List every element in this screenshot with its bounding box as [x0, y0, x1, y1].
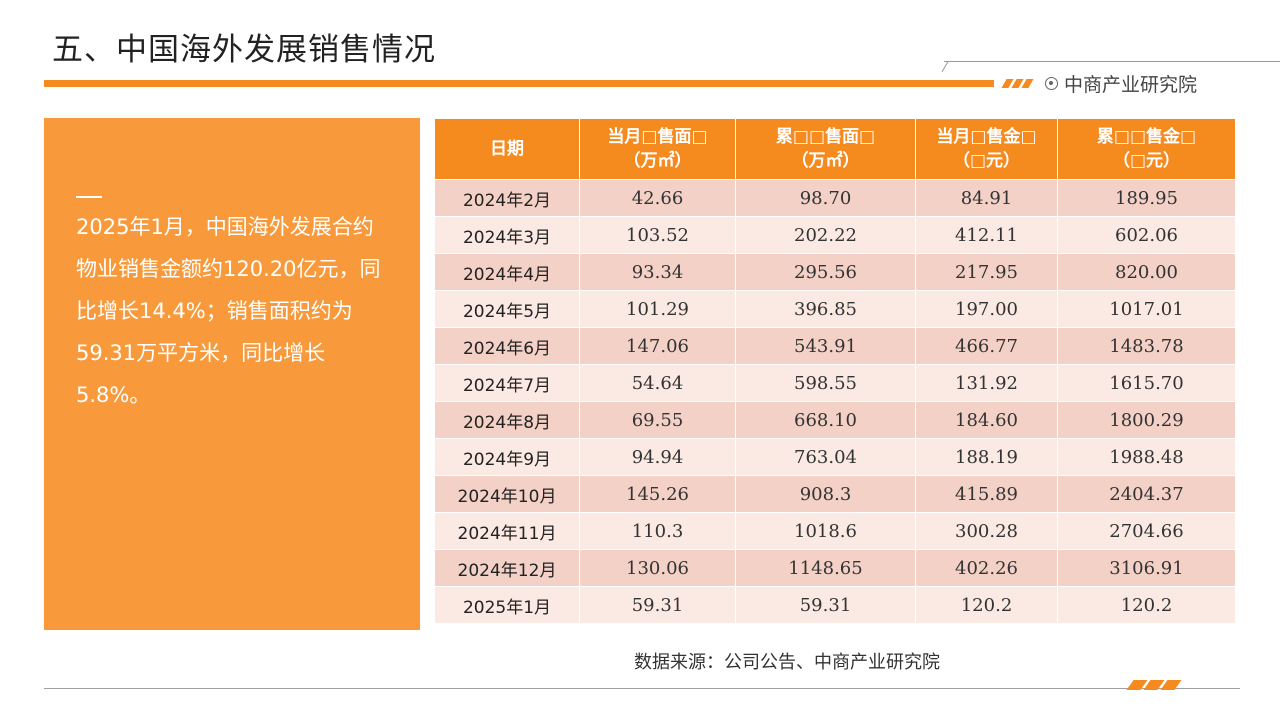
cell-monthly-area: 103.52 [579, 216, 736, 254]
cell-cumulative-area: 1018.6 [735, 512, 916, 550]
table-row: 2024年6月 147.06 543.91 466.77 1483.78 [434, 327, 1236, 365]
brand-block: 中商产业研究院 [1001, 70, 1198, 97]
cell-monthly-area: 147.06 [579, 327, 736, 365]
cell-cumulative-area: 98.70 [735, 179, 916, 217]
cell-cumulative-amount: 3106.91 [1057, 549, 1236, 587]
table-row: 2024年9月 94.94 763.04 188.19 1988.48 [434, 438, 1236, 476]
brand-name: 中商产业研究院 [1064, 74, 1198, 96]
cell-cumulative-amount: 189.95 [1057, 179, 1236, 217]
table-header-row: 日期 当月□售面□ （万㎡） 累□□售面□ （万㎡） 当月□售金□ （□元） 累□□售… [434, 118, 1236, 180]
summary-text: 2025年1月，中国海外发展合约物业销售金额约120.20亿元，同比增长14.4… [76, 215, 381, 407]
header-divider-line [944, 61, 1280, 62]
cell-cumulative-amount: 2404.37 [1057, 475, 1236, 513]
header-date: 日期 [434, 118, 580, 180]
summary-dash [76, 196, 102, 198]
cell-cumulative-area: 668.10 [735, 401, 916, 439]
cell-date: 2025年1月 [434, 586, 580, 624]
table-row: 2024年11月 110.3 1018.6 300.28 2704.66 [434, 512, 1236, 550]
sales-table-container: 日期 当月□售面□ （万㎡） 累□□售面□ （万㎡） 当月□售金□ （□元） 累□□售… [434, 118, 1236, 624]
sales-table: 日期 当月□售面□ （万㎡） 累□□售面□ （万㎡） 当月□售金□ （□元） 累□□售… [434, 118, 1236, 624]
cell-date: 2024年3月 [434, 216, 580, 254]
cell-monthly-amount: 184.60 [915, 401, 1058, 439]
cell-monthly-area: 54.64 [579, 364, 736, 402]
table-row: 2024年3月 103.52 202.22 412.11 602.06 [434, 216, 1236, 254]
cell-monthly-amount: 300.28 [915, 512, 1058, 550]
header-divider-slant [941, 61, 949, 73]
cell-monthly-amount: 402.26 [915, 549, 1058, 587]
footer-slash-decoration [1126, 680, 1182, 690]
cell-monthly-area: 145.26 [579, 475, 736, 513]
cell-date: 2024年9月 [434, 438, 580, 476]
cell-monthly-amount: 217.95 [915, 253, 1058, 291]
table-row: 2024年2月 42.66 98.70 84.91 189.95 [434, 179, 1236, 217]
cell-date: 2024年11月 [434, 512, 580, 550]
header-cumulative-amount: 累□□售金□ （□元） [1057, 118, 1236, 180]
cell-monthly-area: 93.34 [579, 253, 736, 291]
header-monthly-amount: 当月□售金□ （□元） [915, 118, 1058, 180]
cell-cumulative-area: 543.91 [735, 327, 916, 365]
cell-date: 2024年10月 [434, 475, 580, 513]
table-row: 2024年5月 101.29 396.85 197.00 1017.01 [434, 290, 1236, 328]
table-row: 2024年10月 145.26 908.3 415.89 2404.37 [434, 475, 1236, 513]
cell-monthly-amount: 120.2 [915, 586, 1058, 624]
header-cumulative-area: 累□□售面□ （万㎡） [735, 118, 916, 180]
cell-cumulative-area: 598.55 [735, 364, 916, 402]
cell-monthly-area: 130.06 [579, 549, 736, 587]
cell-monthly-area: 94.94 [579, 438, 736, 476]
cell-date: 2024年6月 [434, 327, 580, 365]
cell-date: 2024年8月 [434, 401, 580, 439]
cell-monthly-amount: 415.89 [915, 475, 1058, 513]
cell-monthly-area: 69.55 [579, 401, 736, 439]
cell-monthly-area: 101.29 [579, 290, 736, 328]
header-monthly-area: 当月□售面□ （万㎡） [579, 118, 736, 180]
cell-cumulative-amount: 1800.29 [1057, 401, 1236, 439]
table-row: 2024年4月 93.34 295.56 217.95 820.00 [434, 253, 1236, 291]
cell-cumulative-amount: 1988.48 [1057, 438, 1236, 476]
table-row: 2024年12月 130.06 1148.65 402.26 3106.91 [434, 549, 1236, 587]
table-row: 2024年7月 54.64 598.55 131.92 1615.70 [434, 364, 1236, 402]
cell-monthly-amount: 466.77 [915, 327, 1058, 365]
cell-cumulative-amount: 1483.78 [1057, 327, 1236, 365]
table-row: 2025年1月 59.31 59.31 120.2 120.2 [434, 586, 1236, 624]
cell-date: 2024年4月 [434, 253, 580, 291]
cell-cumulative-area: 202.22 [735, 216, 916, 254]
title-underline-bar [44, 80, 994, 87]
cell-cumulative-area: 763.04 [735, 438, 916, 476]
cell-monthly-area: 110.3 [579, 512, 736, 550]
cell-cumulative-amount: 1017.01 [1057, 290, 1236, 328]
cell-cumulative-amount: 602.06 [1057, 216, 1236, 254]
data-source-note: 数据来源：公司公告、中商产业研究院 [634, 652, 940, 673]
cell-date: 2024年5月 [434, 290, 580, 328]
cell-date: 2024年12月 [434, 549, 580, 587]
cell-monthly-amount: 84.91 [915, 179, 1058, 217]
cell-cumulative-area: 908.3 [735, 475, 916, 513]
cell-date: 2024年7月 [434, 364, 580, 402]
cell-monthly-amount: 131.92 [915, 364, 1058, 402]
cell-monthly-area: 59.31 [579, 586, 736, 624]
cell-cumulative-amount: 2704.66 [1057, 512, 1236, 550]
page-title: 五、中国海外发展销售情况 [52, 32, 436, 68]
cell-cumulative-amount: 120.2 [1057, 586, 1236, 624]
circle-logo-icon [1045, 77, 1058, 90]
cell-monthly-area: 42.66 [579, 179, 736, 217]
cell-cumulative-area: 396.85 [735, 290, 916, 328]
slash-decoration [1001, 79, 1034, 88]
cell-monthly-amount: 197.00 [915, 290, 1058, 328]
cell-cumulative-area: 295.56 [735, 253, 916, 291]
cell-monthly-amount: 188.19 [915, 438, 1058, 476]
cell-cumulative-amount: 1615.70 [1057, 364, 1236, 402]
cell-date: 2024年2月 [434, 179, 580, 217]
table-row: 2024年8月 69.55 668.10 184.60 1800.29 [434, 401, 1236, 439]
summary-panel: 2025年1月，中国海外发展合约物业销售金额约120.20亿元，同比增长14.4… [44, 118, 420, 630]
footer-divider-line [44, 688, 1240, 689]
cell-cumulative-amount: 820.00 [1057, 253, 1236, 291]
cell-monthly-amount: 412.11 [915, 216, 1058, 254]
cell-cumulative-area: 59.31 [735, 586, 916, 624]
cell-cumulative-area: 1148.65 [735, 549, 916, 587]
